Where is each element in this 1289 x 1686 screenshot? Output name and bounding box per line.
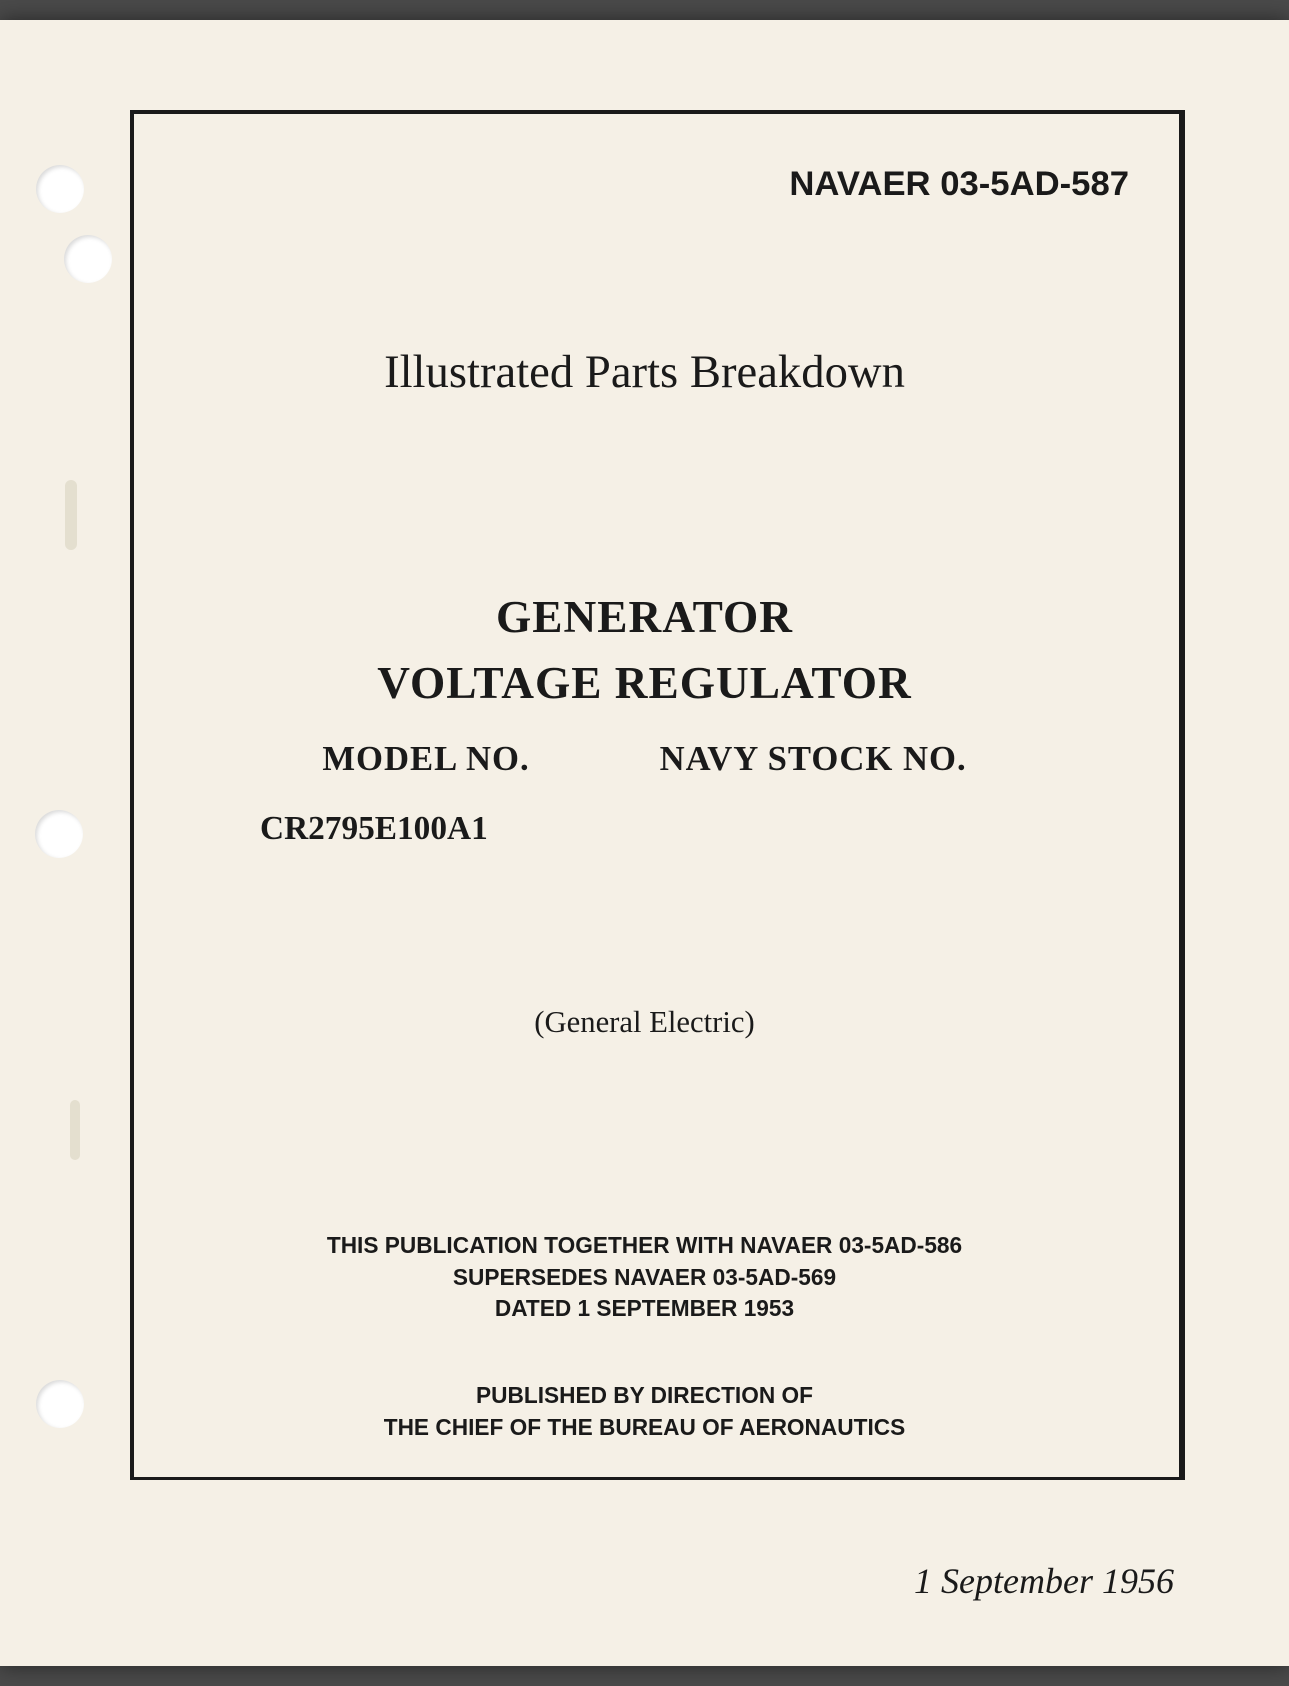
supersede-notice: THIS PUBLICATION TOGETHER WITH NAVAER 03… bbox=[0, 1230, 1289, 1325]
supersede-line1: THIS PUBLICATION TOGETHER WITH NAVAER 03… bbox=[327, 1232, 962, 1258]
document-subtitle: Illustrated Parts Breakdown bbox=[0, 345, 1289, 399]
published-line1: PUBLISHED BY DIRECTION OF bbox=[476, 1382, 813, 1408]
document-page: NAVAER 03-5AD-587 Illustrated Parts Brea… bbox=[0, 20, 1289, 1666]
publisher-notice: PUBLISHED BY DIRECTION OF THE CHIEF OF T… bbox=[0, 1380, 1289, 1443]
scuff-mark bbox=[70, 1100, 80, 1160]
supersede-line3: DATED 1 SEPTEMBER 1953 bbox=[495, 1295, 794, 1321]
main-title-line2: VOLTAGE REGULATOR bbox=[377, 658, 912, 708]
model-number-value: CR2795E100A1 bbox=[260, 810, 488, 848]
document-id: NAVAER 03-5AD-587 bbox=[789, 165, 1129, 204]
punch-hole bbox=[36, 165, 84, 213]
publication-date: 1 September 1956 bbox=[914, 1560, 1174, 1602]
main-title-line1: GENERATOR bbox=[496, 592, 793, 642]
manufacturer: (General Electric) bbox=[0, 1005, 1289, 1040]
model-number-label: MODEL NO. bbox=[322, 740, 529, 779]
punch-hole bbox=[64, 235, 112, 283]
scuff-mark bbox=[65, 480, 77, 550]
punch-hole bbox=[35, 810, 83, 858]
main-title: GENERATOR VOLTAGE REGULATOR bbox=[0, 585, 1289, 716]
navy-stock-number-label: NAVY STOCK NO. bbox=[660, 740, 967, 779]
label-row: MODEL NO. NAVY STOCK NO. bbox=[0, 740, 1289, 779]
supersede-line2: SUPERSEDES NAVAER 03-5AD-569 bbox=[453, 1264, 836, 1290]
published-line2: THE CHIEF OF THE BUREAU OF AERONAUTICS bbox=[384, 1414, 906, 1440]
